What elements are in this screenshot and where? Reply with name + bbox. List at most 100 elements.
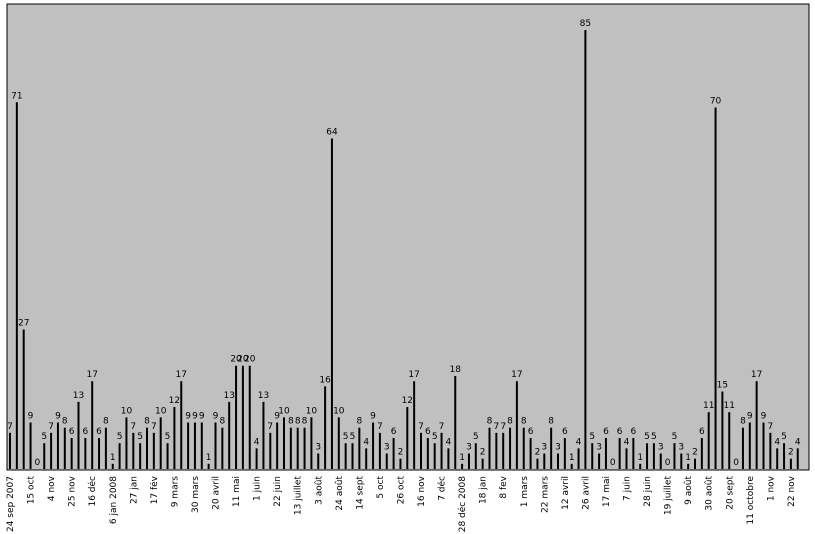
value-label: 9 — [213, 412, 219, 422]
value-label: 9 — [55, 412, 61, 422]
value-label: 17 — [86, 370, 97, 380]
value-label: 11 — [724, 401, 735, 411]
value-label: 3 — [678, 443, 684, 453]
value-label: 8 — [103, 417, 109, 427]
value-label: 7 — [767, 422, 773, 432]
x-tick-label: 15 oct — [27, 476, 37, 505]
x-tick-label: 20 sept — [725, 476, 735, 510]
value-label: 85 — [580, 19, 591, 29]
value-label: 5 — [589, 432, 595, 442]
value-label: 10 — [333, 406, 345, 416]
value-label: 70 — [710, 96, 722, 106]
value-label: 8 — [219, 417, 225, 427]
value-label: 7 — [151, 422, 157, 432]
x-tick-label: 25 nov — [68, 475, 78, 507]
x-tick-label: 26 avril — [581, 476, 591, 510]
value-label: 8 — [356, 417, 362, 427]
value-label: 6 — [617, 427, 623, 437]
value-label: 20 — [237, 355, 249, 365]
x-tick-label: 16 nov — [417, 475, 427, 507]
value-label: 10 — [278, 406, 290, 416]
value-label: 16 — [319, 375, 331, 385]
value-label: 6 — [96, 427, 102, 437]
value-label: 6 — [562, 427, 568, 437]
value-label: 7 — [267, 422, 273, 432]
value-label: 6 — [391, 427, 397, 437]
value-label: 3 — [384, 443, 390, 453]
value-label: 0 — [610, 458, 616, 468]
x-tick-label: 1 juin — [253, 476, 263, 501]
x-tick-label: 6 jan 2008 — [109, 476, 119, 524]
value-label: 17 — [511, 370, 522, 380]
value-label: 17 — [176, 370, 187, 380]
value-label: 9 — [185, 412, 191, 422]
x-tick-label: 7 juin — [623, 476, 633, 501]
value-label: 1 — [569, 453, 575, 463]
value-label: 6 — [603, 427, 609, 437]
x-tick-label: 9 mars — [170, 476, 180, 508]
value-label: 64 — [326, 127, 338, 137]
value-label: 13 — [258, 391, 269, 401]
value-label: 6 — [69, 427, 75, 437]
value-label: 5 — [137, 432, 143, 442]
value-label: 8 — [295, 417, 301, 427]
x-tick-label: 24 août — [335, 476, 345, 511]
value-label: 4 — [624, 437, 630, 447]
value-label: 1 — [110, 453, 116, 463]
x-tick-label: 17 fév — [149, 475, 160, 504]
x-tick-label: 8 fev — [499, 475, 509, 498]
value-label: 8 — [548, 417, 554, 427]
value-label: 9 — [761, 412, 767, 422]
x-tick-label: 30 mars — [191, 476, 201, 513]
value-label: 27 — [18, 319, 29, 329]
x-tick-label: 3 août — [314, 476, 324, 505]
value-label: 2 — [788, 448, 794, 458]
value-label: 3 — [466, 443, 472, 453]
x-tick-label: 5 oct — [376, 476, 386, 499]
value-label: 9 — [199, 412, 205, 422]
value-label: 6 — [699, 427, 705, 437]
value-label: 12 — [402, 396, 413, 406]
value-label: 9 — [192, 412, 198, 422]
x-tick-label: 7 déc — [437, 476, 448, 501]
value-label: 71 — [11, 91, 22, 101]
value-label: 0 — [733, 458, 739, 468]
value-label: 6 — [82, 427, 88, 437]
value-label: 8 — [507, 417, 513, 427]
value-label: 7 — [439, 422, 445, 432]
x-tick-label: 1 mars — [520, 476, 530, 508]
value-label: 10 — [306, 406, 318, 416]
value-label: 20 — [230, 355, 242, 365]
x-tick-label: 28 juin — [643, 476, 653, 507]
value-label: 8 — [62, 417, 68, 427]
value-label: 8 — [288, 417, 294, 427]
value-label: 6 — [630, 427, 636, 437]
value-label: 0 — [665, 458, 671, 468]
x-tick-label: 20 avril — [212, 476, 222, 510]
x-tick-label: 17 mai — [602, 476, 612, 507]
value-label: 5 — [651, 432, 657, 442]
value-label: 4 — [774, 437, 780, 447]
value-label: 7 — [418, 422, 424, 432]
value-label: 5 — [644, 432, 650, 442]
value-label: 5 — [343, 432, 349, 442]
value-label: 7 — [130, 422, 136, 432]
value-label: 3 — [596, 443, 602, 453]
x-tick-label: 13 juillet — [294, 476, 304, 516]
value-label: 2 — [535, 448, 541, 458]
value-label: 4 — [363, 437, 369, 447]
value-label: 5 — [117, 432, 123, 442]
value-label: 10 — [155, 406, 167, 416]
x-tick-label: 26 oct — [396, 476, 406, 505]
value-label: 7 — [500, 422, 506, 432]
value-label: 12 — [169, 396, 180, 406]
x-tick-label: 22 mars — [540, 476, 550, 513]
value-label: 3 — [541, 443, 547, 453]
value-label: 5 — [672, 432, 678, 442]
value-label: 4 — [254, 437, 260, 447]
value-label: 8 — [487, 417, 493, 427]
value-label: 2 — [398, 448, 404, 458]
value-label: 9 — [747, 412, 753, 422]
x-tick-label: 28 déc 2008 — [457, 476, 468, 533]
